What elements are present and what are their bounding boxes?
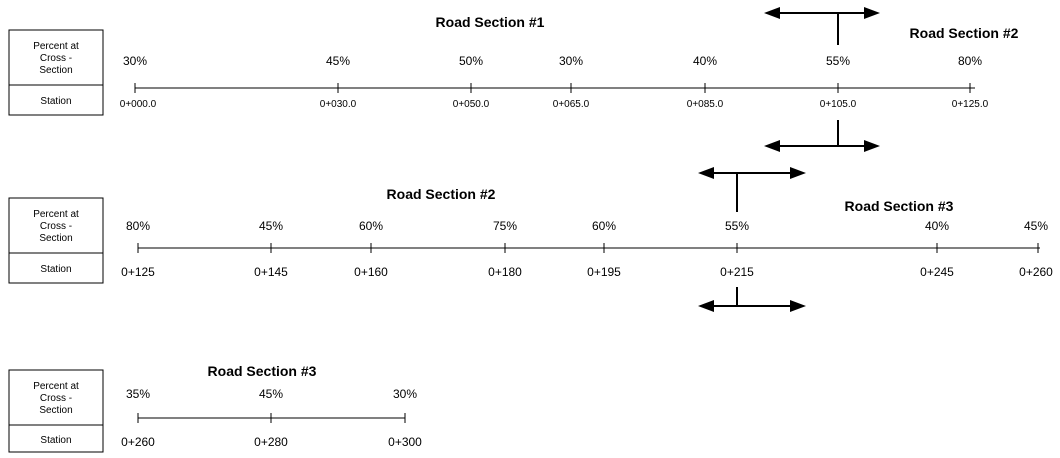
row-3-percent-label-box (8, 369, 104, 426)
row-3-station-1: 0+260 (121, 435, 155, 449)
row-1-percent-label-line-1: Percent at (33, 41, 79, 52)
row-2-bottom-boundary-arrow-icon (698, 287, 806, 312)
row-1-percent-label-line-3: Section (39, 65, 72, 76)
row-2-station-1: 0+125 (121, 265, 155, 279)
row-2-station-3: 0+160 (354, 265, 388, 279)
row-2-percent-7: 40% (925, 219, 949, 233)
row-1-station-6: 0+105.0 (820, 99, 857, 110)
row-1-percent-7: 80% (958, 54, 982, 68)
row-1-station-7: 0+125.0 (952, 99, 989, 110)
row-3-percent-label-line-1: Percent at (33, 381, 79, 392)
row-1-station-5: 0+085.0 (687, 99, 724, 110)
row-3-percent-label-line-2: Cross - (40, 393, 72, 404)
row-2-station-4: 0+180 (488, 265, 522, 279)
row-1-bottom-boundary-arrow-icon (764, 120, 880, 152)
row-2-percent-8: 45% (1024, 219, 1048, 233)
row-2-top-boundary-arrow-icon (698, 167, 806, 212)
row-2: Percent at Cross - Section Station Road … (8, 167, 1053, 312)
row-1-section-2-title: Road Section #2 (910, 25, 1019, 41)
row-1-station-2: 0+030.0 (320, 99, 357, 110)
row-1-percent-label-line-2: Cross - (40, 53, 72, 64)
row-3-station-label: Station (40, 435, 71, 446)
row-2-station-5: 0+195 (587, 265, 621, 279)
row-1-section-1-title: Road Section #1 (436, 14, 545, 30)
row-1-station-label: Station (40, 96, 71, 107)
row-1-station-label-box (8, 84, 104, 116)
row-1-percent-3: 50% (459, 54, 483, 68)
row-3-section-3-title: Road Section #3 (208, 363, 317, 379)
row-2-percent-4: 75% (493, 219, 517, 233)
row-1-percent-label-box (8, 29, 104, 86)
row-3-percent-1: 35% (126, 387, 150, 401)
row-2-section-2-title: Road Section #2 (387, 186, 496, 202)
row-1-percent-5: 40% (693, 54, 717, 68)
row-1-percent-1: 30% (123, 54, 147, 68)
row-2-percent-5: 60% (592, 219, 616, 233)
row-3-percent-2: 45% (259, 387, 283, 401)
row-2-percent-label-line-3: Section (39, 233, 72, 244)
row-1-percent-4: 30% (559, 54, 583, 68)
row-2-percent-label-line-1: Percent at (33, 209, 79, 220)
row-1-station-1: 0+000.0 (120, 99, 157, 110)
row-1-percent-6: 55% (826, 54, 850, 68)
row-2-section-3-title: Road Section #3 (845, 198, 954, 214)
row-3-percent-label-line-3: Section (39, 405, 72, 416)
row-1-percent-2: 45% (326, 54, 350, 68)
row-2-station-6: 0+215 (720, 265, 754, 279)
row-2-percent-6: 55% (725, 219, 749, 233)
row-3-station-label-box (8, 424, 104, 453)
row-2-station-label-box (8, 252, 104, 284)
row-3: Percent at Cross - Section Station Road … (8, 363, 422, 453)
row-2-percent-1: 80% (126, 219, 150, 233)
row-3-percent-3: 30% (393, 387, 417, 401)
row-2-station-7: 0+245 (920, 265, 954, 279)
row-1-station-3: 0+050.0 (453, 99, 490, 110)
row-2-percent-label-line-2: Cross - (40, 221, 72, 232)
row-3-station-2: 0+280 (254, 435, 288, 449)
row-2-percent-3: 60% (359, 219, 383, 233)
row-1-top-boundary-arrow-icon (764, 7, 880, 45)
row-2-percent-2: 45% (259, 219, 283, 233)
row-2-percent-label-box (8, 197, 104, 254)
row-2-station-label: Station (40, 264, 71, 275)
row-3-station-3: 0+300 (388, 435, 422, 449)
row-1-station-4: 0+065.0 (553, 99, 590, 110)
row-1: Percent at Cross - Section Station Road … (8, 7, 1019, 152)
row-2-station-2: 0+145 (254, 265, 288, 279)
row-2-station-8: 0+260 (1019, 265, 1053, 279)
